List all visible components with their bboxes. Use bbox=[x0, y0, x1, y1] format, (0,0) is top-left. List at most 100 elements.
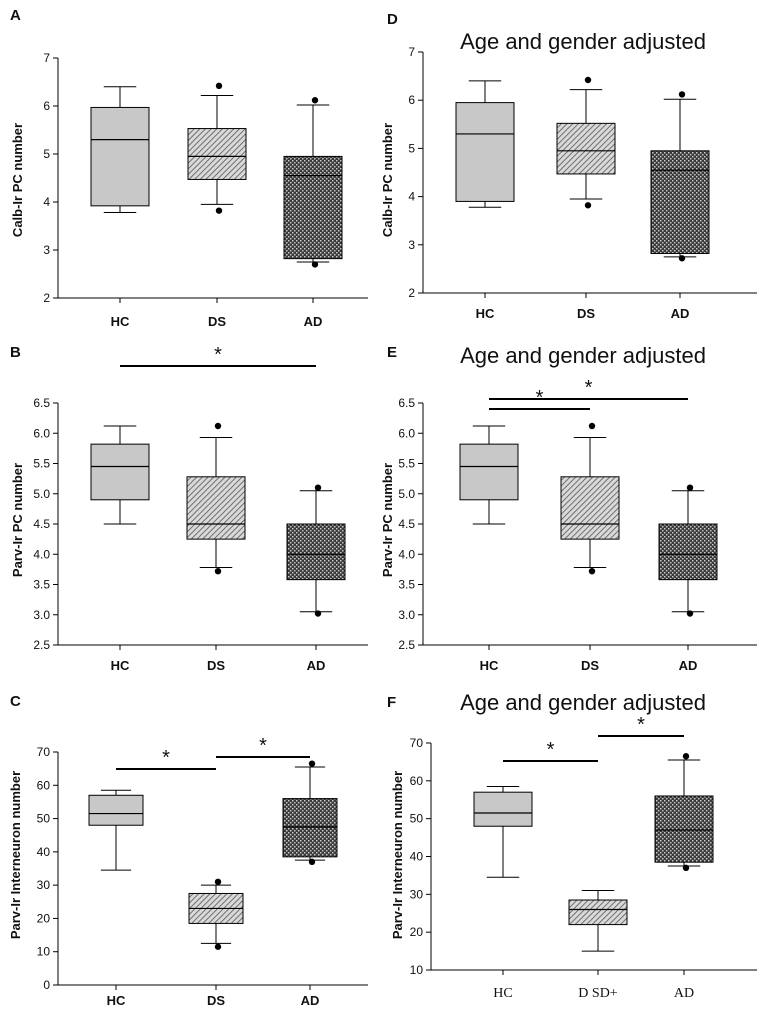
box-hc bbox=[90, 425, 150, 525]
y-tick-label: 3 bbox=[43, 243, 50, 257]
iqr-box bbox=[568, 899, 628, 926]
y-tick-label: 6.5 bbox=[398, 396, 415, 410]
x-category-label: AD bbox=[304, 314, 323, 329]
box-ad bbox=[658, 484, 718, 617]
y-tick-label: 5.5 bbox=[398, 457, 415, 471]
x-category-label: DS bbox=[207, 658, 225, 673]
significance-bar: * bbox=[120, 344, 316, 367]
outlier-point bbox=[214, 422, 222, 430]
iqr-box bbox=[473, 791, 533, 827]
x-category-label: DS bbox=[581, 658, 599, 673]
x-category-label: AD bbox=[671, 306, 690, 321]
x-category-label: AD bbox=[674, 986, 694, 1001]
box-hc bbox=[459, 425, 519, 525]
box-ad bbox=[650, 91, 710, 262]
significance-star: * bbox=[259, 735, 267, 757]
y-axis-ticks: 2.5 3.0 3.5 4.0 4.5 5.0 5.5 6.0 6.5 bbox=[33, 396, 317, 652]
plot-area: ** bbox=[422, 377, 757, 646]
outlier-point bbox=[308, 760, 316, 767]
iqr-box bbox=[459, 443, 519, 501]
x-axis-categories: HC DS AD bbox=[480, 658, 698, 673]
y-tick-label: 3.5 bbox=[33, 578, 50, 592]
iqr-box bbox=[560, 476, 620, 540]
significance-star: * bbox=[585, 377, 593, 399]
x-category-label: DS bbox=[208, 314, 226, 329]
x-category-label: HC bbox=[476, 306, 495, 321]
y-axis-label: Parv-Ir PC number bbox=[380, 463, 395, 577]
y-axis-ticks: 2.5 3.0 3.5 4.0 4.5 5.0 5.5 6.0 6.5 bbox=[398, 396, 689, 652]
y-tick-label: 6 bbox=[408, 93, 415, 107]
outlier-point bbox=[308, 858, 316, 866]
outlier-point bbox=[314, 610, 322, 617]
y-tick-label: 2.5 bbox=[33, 638, 50, 652]
x-axis-categories: HC DS AD bbox=[476, 306, 690, 321]
x-category-label: AD bbox=[679, 658, 698, 673]
y-tick-label: 30 bbox=[37, 878, 51, 892]
y-tick-label: 3.5 bbox=[398, 578, 415, 592]
y-tick-label: 40 bbox=[410, 850, 424, 864]
y-tick-label: 50 bbox=[410, 812, 424, 826]
y-tick-label: 70 bbox=[37, 745, 51, 759]
x-axis-categories: HC D SD+ AD bbox=[493, 986, 694, 1001]
x-category-label: HC bbox=[493, 986, 512, 1001]
x-category-label: DS bbox=[207, 993, 225, 1008]
y-tick-label: 70 bbox=[410, 736, 424, 750]
iqr-box bbox=[654, 795, 714, 863]
y-tick-label: 6.5 bbox=[33, 396, 50, 410]
outlier-point bbox=[314, 484, 322, 491]
box-ds bbox=[560, 422, 620, 575]
outlier-point bbox=[678, 91, 686, 98]
y-tick-label: 20 bbox=[410, 925, 424, 939]
box-ad bbox=[282, 760, 338, 866]
outlier-point bbox=[588, 567, 596, 575]
y-tick-label: 2.5 bbox=[398, 638, 415, 652]
panel-title: Age and gender adjusted bbox=[460, 343, 706, 368]
y-tick-label: 60 bbox=[410, 774, 424, 788]
y-tick-label: 3.0 bbox=[398, 608, 415, 622]
y-tick-label: 5.0 bbox=[33, 487, 50, 501]
y-tick-label: 4 bbox=[43, 195, 50, 209]
y-tick-label: 4 bbox=[408, 190, 415, 204]
iqr-box bbox=[187, 128, 247, 180]
iqr-box bbox=[650, 150, 710, 254]
significance-star: * bbox=[637, 714, 645, 736]
x-category-label: AD bbox=[301, 993, 320, 1008]
panel-letter-a: A bbox=[10, 7, 21, 24]
box-ds bbox=[556, 76, 616, 209]
y-tick-label: 4.5 bbox=[33, 517, 50, 531]
box-hc bbox=[88, 789, 144, 871]
panel-c: C Parv-Ir Interneuron number 0 10 20 30 40 50… bbox=[8, 693, 368, 1008]
outlier-point bbox=[588, 422, 596, 430]
y-tick-label: 7 bbox=[43, 51, 50, 65]
significance-bar: * bbox=[598, 714, 684, 737]
iqr-box bbox=[186, 476, 246, 540]
y-axis-label: Parv-Ir PC number bbox=[10, 463, 25, 577]
outlier-point bbox=[682, 864, 690, 872]
y-axis-ticks: 2 3 4 5 6 7 bbox=[408, 45, 681, 300]
iqr-box bbox=[658, 523, 718, 581]
significance-bar: * bbox=[489, 377, 688, 400]
box-ds bbox=[187, 82, 247, 214]
y-tick-label: 6.0 bbox=[33, 426, 50, 440]
x-category-label: AD bbox=[307, 658, 326, 673]
panel-letter-f: F bbox=[387, 694, 396, 711]
y-axis-label: Parv-Ir Interneuron number bbox=[8, 771, 23, 939]
y-axis-ticks: 0 10 20 30 40 50 60 70 bbox=[37, 745, 311, 992]
outlier-point bbox=[214, 943, 222, 950]
x-axis-categories: HC DS AD bbox=[111, 314, 323, 329]
y-tick-label: 4.0 bbox=[33, 547, 50, 561]
y-tick-label: 0 bbox=[43, 978, 50, 992]
y-tick-label: 3 bbox=[408, 238, 415, 252]
y-tick-label: 60 bbox=[37, 778, 51, 792]
y-tick-label: 5 bbox=[43, 147, 50, 161]
box-ds bbox=[186, 422, 246, 575]
box-ds bbox=[188, 878, 244, 950]
outlier-point bbox=[682, 753, 690, 760]
outlier-point bbox=[214, 567, 222, 575]
y-axis-label: Calb-Ir PC number bbox=[10, 123, 25, 237]
y-tick-label: 2 bbox=[408, 286, 415, 300]
y-axis-label: Parv-Ir Interneuron number bbox=[390, 771, 405, 939]
y-tick-label: 10 bbox=[410, 963, 424, 977]
y-tick-label: 4.5 bbox=[398, 517, 415, 531]
